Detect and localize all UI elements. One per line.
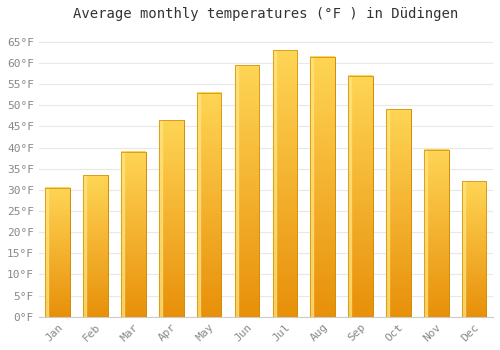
Bar [310,57,314,317]
Bar [272,50,276,317]
Bar [310,57,335,317]
Bar [46,188,70,317]
Bar [121,152,124,317]
Bar [84,175,108,317]
Bar [462,181,465,317]
Bar [424,150,448,317]
Bar [310,57,335,317]
Bar [386,110,389,317]
Bar [424,150,448,317]
Bar [386,110,410,317]
Bar [348,76,373,317]
Bar [462,181,486,317]
Bar [348,76,351,317]
Bar [234,65,260,317]
Bar [159,120,184,317]
Bar [348,76,373,317]
Bar [46,188,70,317]
Title: Average monthly temperatures (°F ) in Düdingen: Average monthly temperatures (°F ) in Dü… [74,7,458,21]
Bar [272,50,297,317]
Bar [84,175,86,317]
Bar [386,110,410,317]
Bar [272,50,297,317]
Bar [424,150,427,317]
Bar [197,92,222,317]
Bar [197,92,222,317]
Bar [159,120,162,317]
Bar [462,181,486,317]
Bar [234,65,238,317]
Bar [121,152,146,317]
Bar [234,65,260,317]
Bar [159,120,184,317]
Bar [84,175,108,317]
Bar [46,188,48,317]
Bar [197,92,200,317]
Bar [121,152,146,317]
